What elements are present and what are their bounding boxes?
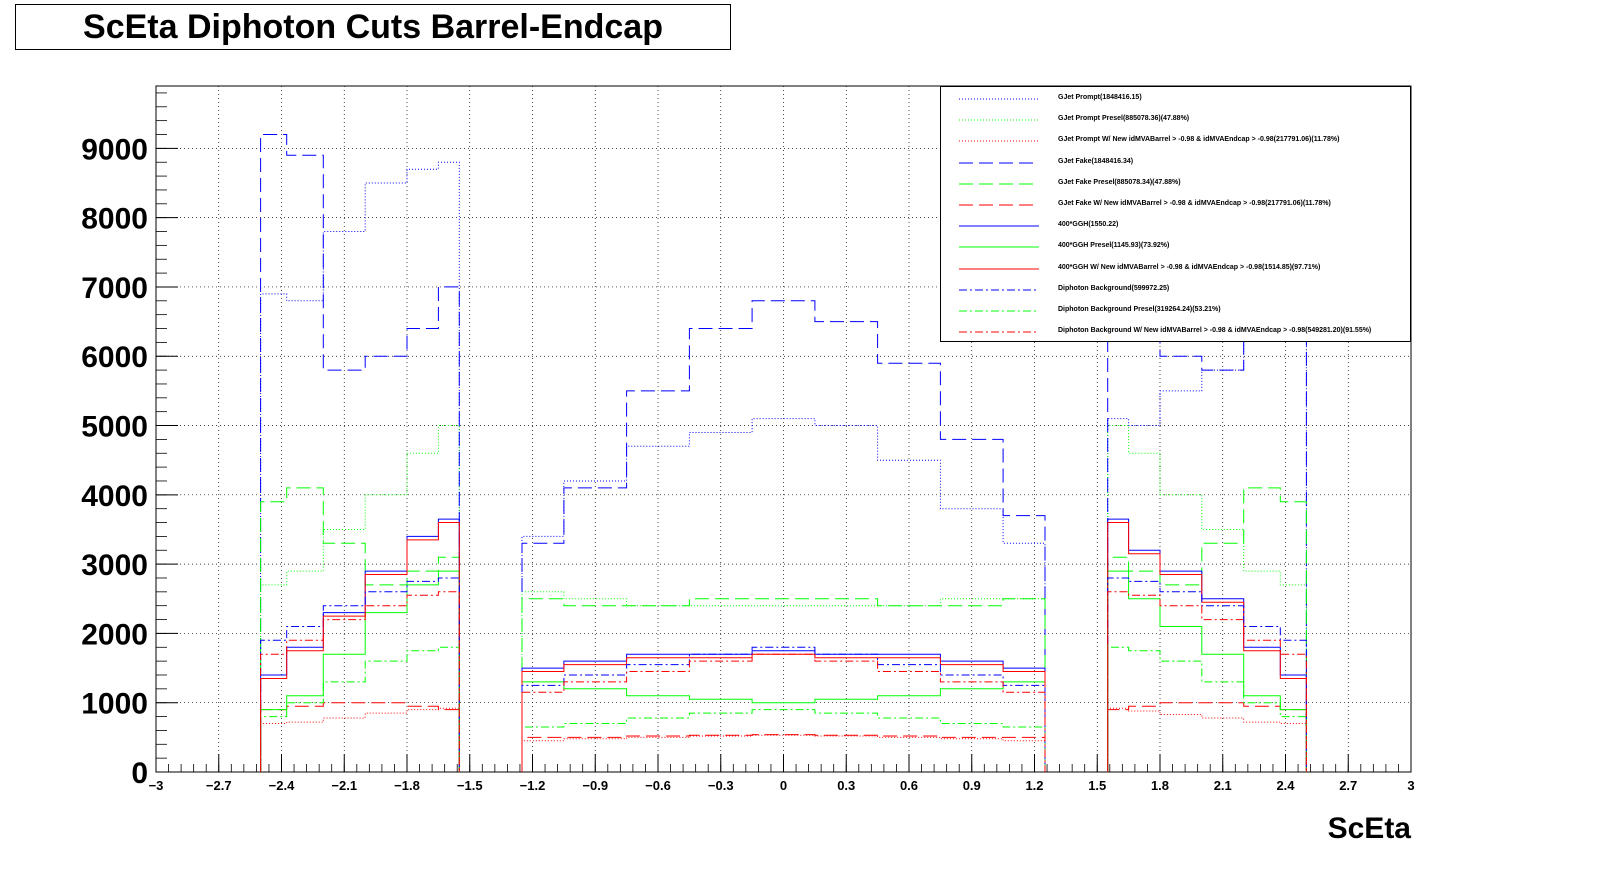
- legend: GJet Prompt(1848416.15) GJet Prompt Prese…: [940, 86, 1411, 342]
- series-line-0: [260, 161, 1307, 772]
- y-tick-label: 5000: [81, 411, 148, 444]
- x-tick-label: −1.2: [520, 778, 546, 793]
- y-tick-label: 8000: [81, 203, 148, 236]
- y-tick-label: 3000: [81, 549, 148, 582]
- series-line-1: [260, 425, 1307, 772]
- legend-label: 400*GGH W/ New idMVABarrel > -0.98 & idM…: [1058, 263, 1321, 271]
- x-tick-label: 3: [1407, 778, 1414, 793]
- x-tick-label: 0: [780, 778, 787, 793]
- y-tick-label: 9000: [81, 133, 148, 166]
- x-tick-label: 2.4: [1276, 778, 1295, 793]
- legend-label: GJet Prompt W/ New idMVABarrel > -0.98 &…: [1058, 136, 1340, 144]
- x-axis-ticks: −3 −2.7 −2.4 −2.1 −1.8 −1.5 −1.2 −0.9 −0.6 −0.3 0 0…: [149, 754, 1415, 793]
- y-tick-label: 1000: [81, 688, 148, 721]
- y-tick-label: 4000: [81, 480, 148, 513]
- legend-label: GJet Fake(1848416.34): [1058, 157, 1134, 165]
- x-tick-label: 1.8: [1151, 778, 1169, 793]
- legend-swatch: [959, 204, 1039, 206]
- legend-entry: Diphoton Background W/ New idMVABarrel >…: [941, 322, 1410, 343]
- legend-label: GJet Prompt(1848416.15): [1058, 94, 1142, 101]
- x-axis-label: ScEta: [1328, 812, 1412, 845]
- x-tick-label: 0.9: [963, 778, 981, 793]
- legend-entry: GJet Fake Presel(885078.34)(47.88%): [941, 174, 1410, 195]
- x-tick-label: 0.6: [900, 778, 918, 793]
- x-tick-label: −0.3: [708, 778, 734, 793]
- legend-swatch: [959, 225, 1039, 227]
- chart-title-box: ScEta Diphoton Cuts Barrel-Endcap: [15, 4, 731, 50]
- legend-entry: GJet Fake W/ New idMVABarrel > -0.98 & i…: [941, 195, 1410, 216]
- legend-entry: GJet Prompt Presel(885078.36)(47.88%): [941, 110, 1410, 131]
- legend-entry: Diphoton Background(599972.25): [941, 280, 1410, 301]
- legend-entry: 400*GGH Presel(1145.93)(73.92%): [941, 237, 1410, 258]
- legend-swatch: [959, 162, 1039, 164]
- legend-swatch: [959, 119, 1039, 121]
- legend-label: GJet Fake W/ New idMVABarrel > -0.98 & i…: [1058, 200, 1331, 207]
- legend-label: GJet Prompt Presel(885078.36)(47.88%): [1058, 115, 1190, 123]
- legend-swatch: [959, 140, 1039, 142]
- series-line-4: [260, 487, 1307, 772]
- series-line-10: [260, 646, 1307, 772]
- y-tick-label: 2000: [81, 618, 148, 651]
- x-tick-label: −0.6: [645, 778, 671, 793]
- y-tick-label: 7000: [81, 272, 148, 305]
- legend-label: Diphoton Background Presel(319264.24)(53…: [1058, 306, 1221, 313]
- legend-entry: GJet Fake(1848416.34): [941, 153, 1410, 174]
- legend-swatch: [959, 268, 1039, 270]
- legend-swatch: [959, 289, 1039, 291]
- y-tick-label: 0: [131, 757, 148, 790]
- series-line-7: [260, 570, 1307, 772]
- legend-entry: 400*GGH(1550.22): [941, 216, 1410, 237]
- x-tick-label: 1.5: [1088, 778, 1106, 793]
- y-tick-label: 6000: [81, 341, 148, 374]
- x-tick-label: −2.1: [331, 778, 357, 793]
- chart-title: ScEta Diphoton Cuts Barrel-Endcap: [83, 7, 663, 46]
- y-axis-ticks: 0 1000 2000 3000 4000 5000 6000 7000 8000 9000: [81, 92, 178, 790]
- legend-entry: Diphoton Background Presel(319264.24)(53…: [941, 301, 1410, 322]
- legend-label: Diphoton Background W/ New idMVABarrel >…: [1058, 327, 1372, 335]
- x-tick-label: −0.9: [582, 778, 608, 793]
- x-tick-label: −2.4: [269, 778, 295, 793]
- series-line-9: [260, 577, 1307, 772]
- x-tick-label: −3: [149, 778, 164, 793]
- x-tick-label: −1.5: [457, 778, 483, 793]
- legend-entry: 400*GGH W/ New idMVABarrel > -0.98 & idM…: [941, 259, 1410, 280]
- legend-label: 400*GGH Presel(1145.93)(73.92%): [1058, 242, 1170, 250]
- legend-label: 400*GGH(1550.22): [1058, 221, 1119, 229]
- x-tick-label: 2.7: [1339, 778, 1357, 793]
- x-tick-label: −2.7: [206, 778, 232, 793]
- legend-label: GJet Fake Presel(885078.34)(47.88%): [1058, 178, 1181, 186]
- legend-swatch: [959, 246, 1039, 248]
- x-tick-label: 0.3: [837, 778, 855, 793]
- legend-swatch: [959, 331, 1039, 333]
- x-tick-label: −1.8: [394, 778, 420, 793]
- legend-entry: GJet Prompt(1848416.15): [941, 89, 1410, 110]
- legend-swatch: [959, 310, 1039, 312]
- x-tick-label: 2.1: [1214, 778, 1232, 793]
- legend-entry: GJet Prompt W/ New idMVABarrel > -0.98 &…: [941, 131, 1410, 152]
- legend-label: Diphoton Background(599972.25): [1058, 284, 1170, 292]
- legend-swatch: [959, 183, 1039, 185]
- legend-swatch: [959, 98, 1039, 100]
- x-tick-label: 1.2: [1025, 778, 1043, 793]
- series-line-11: [260, 591, 1307, 772]
